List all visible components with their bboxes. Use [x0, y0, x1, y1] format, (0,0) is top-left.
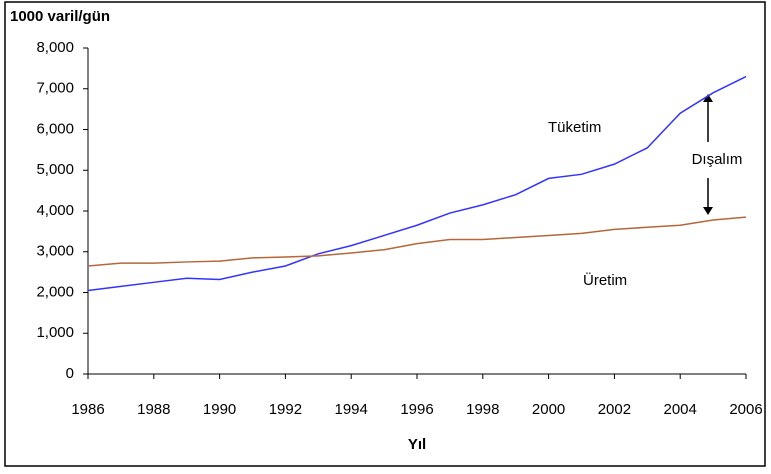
- series-label: Üretim: [583, 271, 627, 289]
- y-tick-label: 1,000: [36, 324, 74, 341]
- y-tick-label: 0: [66, 365, 74, 382]
- x-tick-label: 2000: [532, 401, 565, 418]
- y-tick-label: 5,000: [36, 161, 74, 178]
- x-axis-label: Yıl: [408, 436, 426, 453]
- y-tick-label: 6,000: [36, 120, 74, 137]
- x-tick-label: 2004: [664, 401, 697, 418]
- y-axis-label: 1000 varil/gün: [10, 8, 110, 25]
- series-label: Tüketim: [548, 119, 601, 136]
- x-tick-label: 1994: [335, 401, 368, 418]
- y-tick-label: 7,000: [36, 80, 74, 97]
- y-tick-label: 4,000: [36, 202, 74, 219]
- y-tick-label: 3,000: [36, 243, 74, 260]
- y-tick-label: 2,000: [36, 283, 74, 300]
- y-tick-label: 8,000: [36, 39, 74, 56]
- x-tick-label: 1998: [466, 401, 499, 418]
- frame: [4, 1, 766, 467]
- series-line: [87, 75, 747, 292]
- x-tick-label: 1992: [269, 401, 302, 418]
- x-tick-label: 1988: [137, 401, 170, 418]
- x-tick-label: 1996: [400, 401, 433, 418]
- x-tick-label: 2006: [729, 401, 762, 418]
- series-line: [87, 216, 747, 267]
- x-tick-label: 1990: [203, 401, 236, 418]
- x-tick-label: 2002: [598, 401, 631, 418]
- annotation: Dışalım: [692, 151, 743, 168]
- x-tick-label: 1986: [71, 401, 104, 418]
